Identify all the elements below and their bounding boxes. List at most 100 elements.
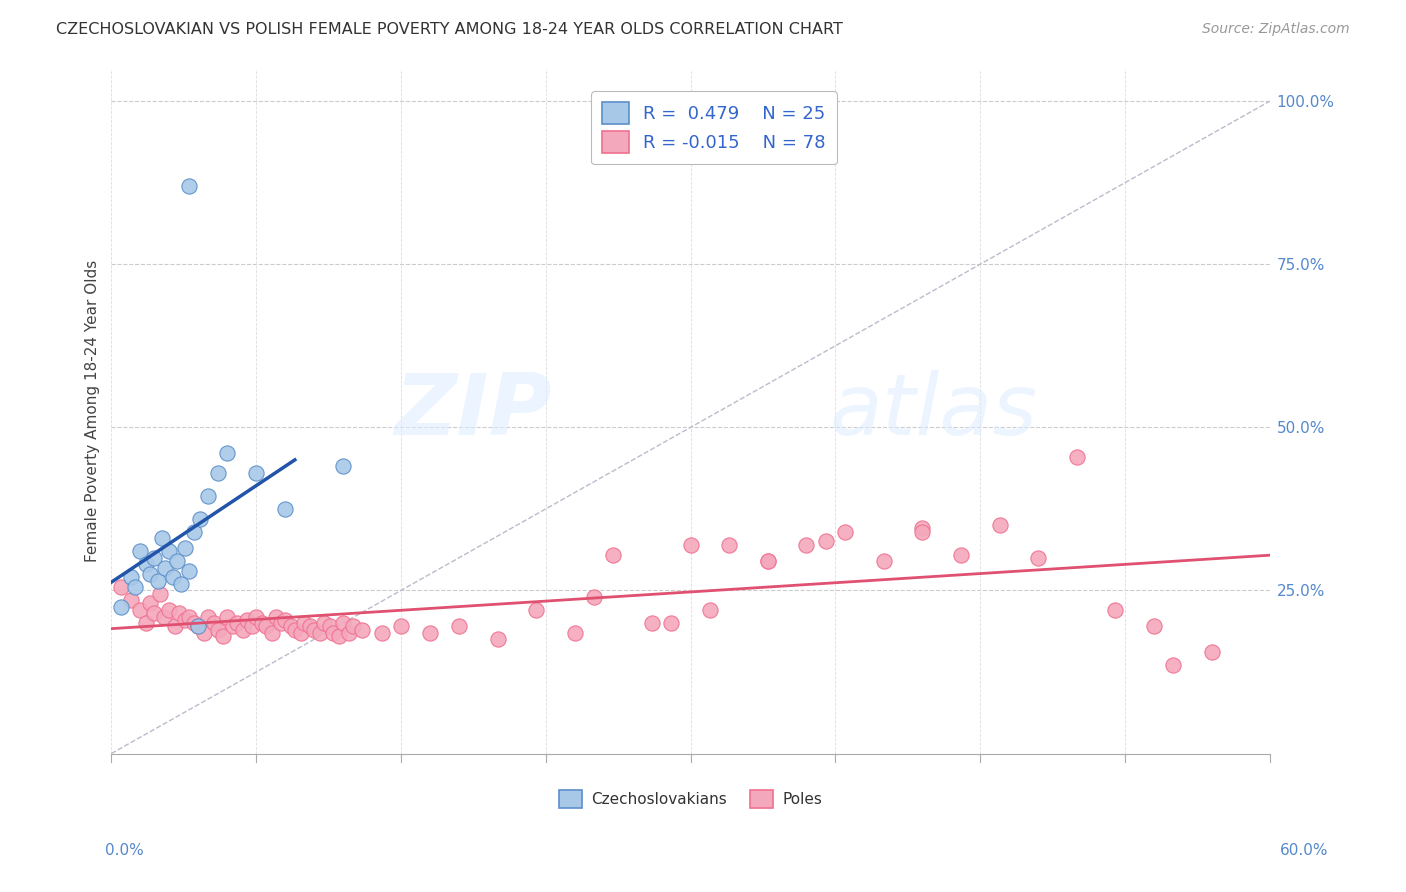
- Point: [197, 609, 219, 624]
- Point: [312, 615, 335, 630]
- Point: [447, 619, 470, 633]
- Point: [222, 619, 245, 633]
- Point: [352, 623, 374, 637]
- Point: [157, 603, 180, 617]
- Point: [524, 603, 547, 617]
- Point: [318, 619, 340, 633]
- Point: [217, 609, 239, 624]
- Text: 0.0%: 0.0%: [105, 843, 145, 858]
- Y-axis label: Female Poverty Among 18-24 Year Olds: Female Poverty Among 18-24 Year Olds: [86, 260, 100, 562]
- Point: [254, 619, 277, 633]
- Point: [1026, 550, 1049, 565]
- Point: [290, 625, 312, 640]
- Point: [583, 590, 606, 604]
- Point: [110, 580, 132, 594]
- Point: [602, 548, 624, 562]
- Point: [167, 607, 190, 621]
- Point: [173, 541, 195, 555]
- Text: 60.0%: 60.0%: [1281, 843, 1329, 858]
- Point: [718, 538, 741, 552]
- Point: [183, 524, 205, 539]
- Point: [173, 613, 195, 627]
- Legend: Czechoslovakians, Poles: Czechoslovakians, Poles: [553, 783, 828, 814]
- Point: [389, 619, 412, 633]
- Point: [245, 609, 267, 624]
- Point: [284, 623, 307, 637]
- Point: [235, 613, 257, 627]
- Point: [165, 619, 187, 633]
- Point: [240, 619, 263, 633]
- Point: [1161, 658, 1184, 673]
- Point: [187, 619, 209, 633]
- Point: [299, 619, 322, 633]
- Point: [911, 521, 934, 535]
- Point: [193, 625, 215, 640]
- Point: [659, 615, 682, 630]
- Point: [1201, 645, 1223, 659]
- Point: [152, 609, 174, 624]
- Point: [162, 570, 184, 584]
- Point: [1143, 619, 1166, 633]
- Point: [183, 615, 205, 630]
- Point: [207, 623, 229, 637]
- Point: [1066, 450, 1088, 464]
- Point: [699, 603, 721, 617]
- Point: [814, 534, 837, 549]
- Point: [486, 632, 509, 647]
- Point: [332, 459, 354, 474]
- Point: [270, 615, 292, 630]
- Point: [911, 524, 934, 539]
- Point: [264, 609, 287, 624]
- Point: [139, 567, 162, 582]
- Point: [177, 564, 200, 578]
- Point: [949, 548, 972, 562]
- Point: [197, 489, 219, 503]
- Point: [302, 623, 325, 637]
- Point: [166, 554, 188, 568]
- Point: [212, 629, 235, 643]
- Point: [834, 524, 856, 539]
- Point: [110, 599, 132, 614]
- Point: [157, 544, 180, 558]
- Point: [188, 511, 211, 525]
- Point: [142, 607, 165, 621]
- Point: [260, 625, 283, 640]
- Point: [294, 615, 316, 630]
- Point: [274, 501, 297, 516]
- Point: [756, 554, 779, 568]
- Point: [170, 577, 193, 591]
- Point: [1104, 603, 1126, 617]
- Point: [217, 446, 239, 460]
- Point: [245, 466, 267, 480]
- Point: [641, 615, 664, 630]
- Point: [177, 178, 200, 193]
- Point: [419, 625, 441, 640]
- Point: [873, 554, 896, 568]
- Point: [280, 619, 302, 633]
- Point: [756, 554, 779, 568]
- Point: [328, 629, 350, 643]
- Text: ZIP: ZIP: [394, 369, 551, 452]
- Point: [139, 597, 162, 611]
- Text: CZECHOSLOVAKIAN VS POLISH FEMALE POVERTY AMONG 18-24 YEAR OLDS CORRELATION CHART: CZECHOSLOVAKIAN VS POLISH FEMALE POVERTY…: [56, 22, 844, 37]
- Point: [342, 619, 364, 633]
- Point: [564, 625, 586, 640]
- Text: atlas: atlas: [830, 369, 1038, 452]
- Point: [155, 560, 177, 574]
- Point: [370, 625, 392, 640]
- Point: [207, 466, 229, 480]
- Point: [337, 625, 360, 640]
- Point: [225, 615, 247, 630]
- Point: [988, 518, 1011, 533]
- Point: [150, 531, 173, 545]
- Point: [332, 615, 354, 630]
- Point: [322, 625, 344, 640]
- Point: [202, 615, 225, 630]
- Point: [250, 615, 273, 630]
- Point: [187, 619, 209, 633]
- Point: [679, 538, 702, 552]
- Point: [129, 544, 152, 558]
- Point: [142, 550, 165, 565]
- Point: [124, 580, 146, 594]
- Point: [232, 623, 254, 637]
